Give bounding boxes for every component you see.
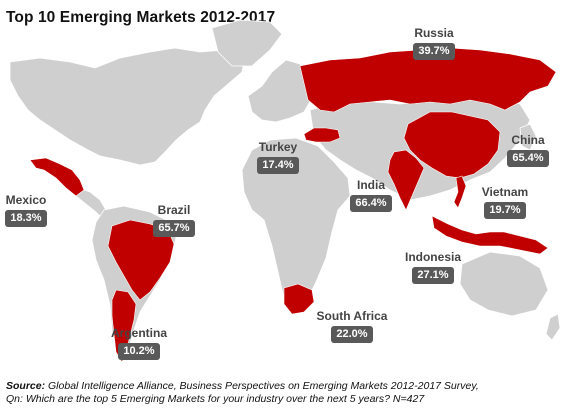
new-zealand-landmass (545, 313, 561, 341)
market-name: Indonesia (404, 250, 461, 264)
market-label-china: China 65.4% (490, 133, 566, 167)
africa-landmass (241, 137, 351, 313)
japan-landmass (519, 123, 537, 151)
mexico-region (29, 157, 85, 197)
greenland-landmass (211, 19, 283, 67)
market-value-badge: 22.0% (331, 326, 373, 343)
market-label-south-africa: South Africa 22.0% (314, 309, 390, 343)
china-region (403, 111, 501, 179)
source-label: Source: (6, 380, 46, 392)
market-value-badge: 65.4% (507, 150, 549, 167)
australia-landmass (459, 251, 549, 317)
market-label-mexico: Mexico 18.3% (0, 193, 64, 227)
market-name: Brazil (157, 203, 191, 217)
market-value-badge: 17.4% (257, 157, 299, 174)
market-value-badge: 65.7% (153, 220, 195, 237)
market-name: Vietnam (481, 185, 529, 199)
market-label-argentina: Argentina 10.2% (101, 326, 177, 360)
south-africa-region (283, 283, 315, 315)
market-value-badge: 27.1% (412, 267, 454, 284)
market-value-badge: 19.7% (484, 202, 526, 219)
north-america-landmass (9, 47, 246, 166)
source-line-2: Qn: Which are the top 5 Emerging Markets… (6, 393, 425, 405)
market-name: Argentina (110, 326, 167, 340)
market-name: Mexico (5, 193, 47, 207)
source-line-1: Global Intelligence Alliance, Business P… (48, 380, 479, 392)
india-region (387, 149, 425, 211)
market-label-turkey: Turkey 17.4% (240, 140, 316, 174)
market-label-brazil: Brazil 65.7% (136, 203, 212, 237)
brazil-region (107, 219, 175, 301)
market-name: China (511, 133, 545, 147)
market-label-india: India 66.4% (333, 178, 409, 212)
map-title: Top 10 Emerging Markets 2012-2017 (6, 9, 276, 26)
vietnam-region (453, 175, 467, 209)
market-value-badge: 39.7% (413, 43, 455, 60)
turkey-region (303, 127, 341, 143)
market-name: Turkey (258, 140, 298, 154)
market-label-russia: Russia 39.7% (396, 26, 472, 60)
market-value-badge: 18.3% (5, 210, 47, 227)
market-label-vietnam: Vietnam 19.7% (467, 185, 543, 219)
market-label-indonesia: Indonesia 27.1% (395, 250, 471, 284)
market-name: Russia (414, 26, 454, 40)
indonesia-region (431, 215, 549, 255)
source-note: Source: Global Intelligence Alliance, Bu… (6, 380, 479, 406)
market-name: India (356, 178, 385, 192)
market-value-badge: 10.2% (118, 343, 160, 360)
market-value-badge: 66.4% (350, 195, 392, 212)
market-name: South Africa (316, 309, 388, 323)
